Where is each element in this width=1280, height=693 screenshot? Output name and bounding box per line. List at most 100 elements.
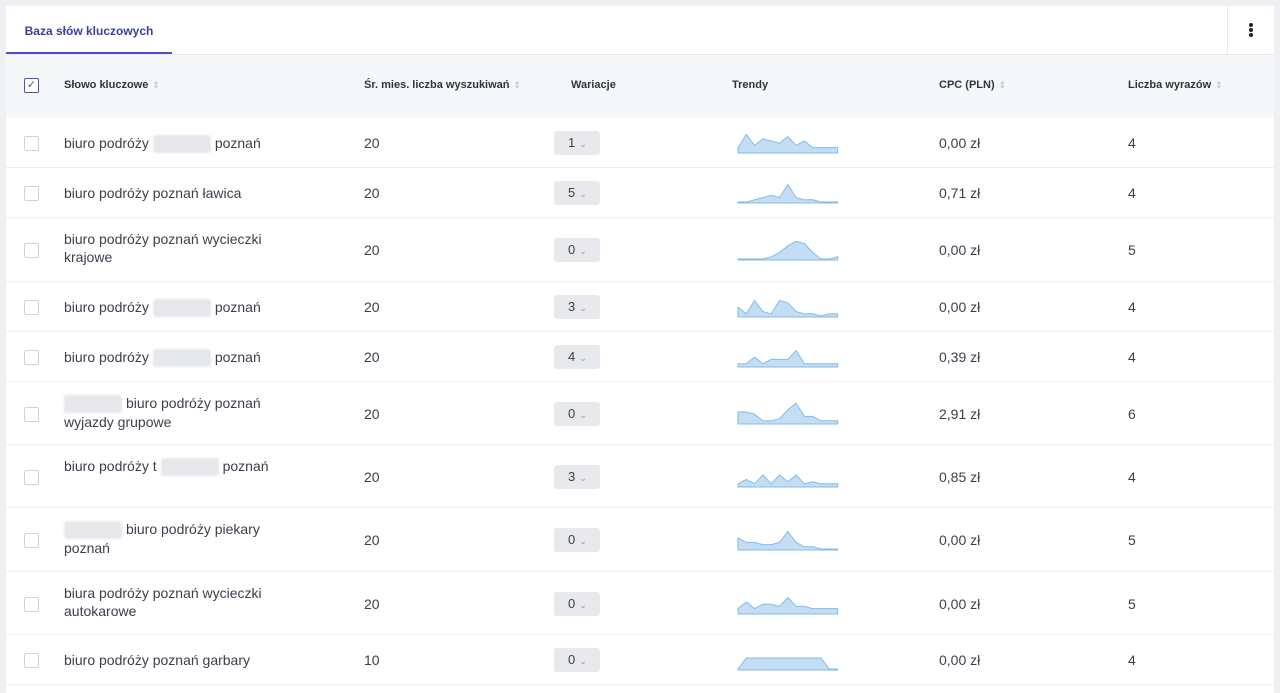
redacted: [64, 395, 122, 414]
cpc: 0,71 zł: [939, 185, 981, 201]
tab-bar: Baza słów kluczowych: [6, 6, 1274, 55]
keyword-text: biuro podróży: [64, 349, 149, 365]
keyword-text: biuro podróży t: [64, 458, 157, 474]
word-count: 4: [1128, 299, 1136, 315]
variations-count: 3: [568, 468, 576, 484]
chevron: ⌄: [579, 353, 587, 363]
trend-sparkline: [737, 240, 839, 261]
keyword-cell: biuro podróży poznań: [64, 348, 304, 368]
column-header[interactable]: Liczba wyrazów ⇕: [1128, 79, 1223, 91]
keyword-text: poznań: [222, 458, 269, 474]
select-all-checkbox[interactable]: ✓: [24, 78, 39, 93]
redacted: [152, 135, 211, 154]
variations-count: 0: [568, 595, 576, 611]
table-row: biuro podróży poznań 20 1 ⌄ 0,00 zł 4: [6, 118, 1274, 168]
searches: 20: [364, 349, 380, 365]
table-row: biuro podróży t poznań 20 3 ⌄ 0,85 zł 4: [6, 445, 1274, 508]
row-checkbox[interactable]: [24, 186, 39, 201]
table-row: biuro podróży poznań wycieczki krajowe 20…: [6, 218, 1274, 282]
row-checkbox[interactable]: [24, 243, 39, 258]
word-count: 4: [1128, 185, 1136, 201]
tab[interactable]: Baza słów kluczowych: [6, 6, 172, 54]
sort-icon: ⇕: [152, 80, 160, 90]
column-header: Trendy: [732, 79, 768, 91]
keyword-text: biuro podróży poznań wycieczki krajowe: [64, 231, 262, 265]
keyword-text: biura podróży poznań wycieczki autokarow…: [64, 585, 262, 619]
trend-sparkline: [737, 657, 839, 671]
column-header-label: Słowo kluczowe: [64, 79, 149, 91]
row-checkbox[interactable]: [24, 596, 39, 612]
keyword-text: poznań: [214, 349, 261, 365]
variations-count: 0: [568, 242, 576, 257]
sort-icon: ⇕: [1215, 80, 1223, 90]
sparkline-area: [737, 183, 839, 204]
variations-dropdown[interactable]: 0 ⌄: [554, 401, 600, 426]
trend-sparkline: [737, 401, 839, 424]
variations-dropdown[interactable]: 0 ⌄: [554, 528, 600, 552]
table-row: biuro podróży poznań 20 3 ⌄ 0,00 zł 4: [6, 282, 1274, 332]
row-checkbox[interactable]: [24, 350, 39, 365]
column-header: Wariacje: [571, 79, 616, 91]
sparkline-area: [737, 401, 839, 424]
row-checkbox[interactable]: [24, 653, 39, 668]
redacted: [152, 299, 211, 318]
searches: 10: [364, 652, 380, 668]
cpc: 2,91 zł: [939, 405, 981, 422]
column-header-label: Trendy: [732, 79, 769, 91]
sparkline-area: [737, 299, 839, 318]
variations-dropdown[interactable]: 3 ⌄: [554, 464, 600, 489]
cpc: 0,00 zł: [939, 135, 981, 151]
searches: 20: [364, 405, 380, 422]
column-header-label: Liczba wyrazów: [1128, 79, 1212, 91]
row-checkbox[interactable]: [24, 136, 39, 151]
row-checkbox[interactable]: [24, 300, 39, 315]
keyword-text: poznań: [214, 299, 261, 315]
variations-dropdown[interactable]: 0 ⌄: [554, 591, 600, 616]
trend-sparkline: [737, 133, 839, 154]
keyword-cell: biuro podróży poznań wycieczki krajowe: [64, 230, 304, 266]
word-count: 4: [1128, 135, 1136, 151]
sort-icon: ⇕: [998, 80, 1007, 90]
variations-dropdown[interactable]: 0 ⌄: [554, 648, 600, 672]
cpc: 0,00 zł: [939, 299, 981, 315]
menu-button[interactable]: [1227, 6, 1274, 54]
sparkline-area: [737, 240, 839, 261]
variations-dropdown[interactable]: 1 ⌄: [554, 131, 600, 155]
column-header[interactable]: CPC (PLN) ⇕: [939, 79, 1006, 91]
variations-count: 4: [568, 349, 576, 364]
word-count: 5: [1128, 242, 1136, 258]
variations-count: 0: [568, 652, 576, 667]
column-header-label: Śr. mies. liczba wyszukiwań: [364, 79, 510, 91]
variations-dropdown[interactable]: 4 ⌄: [554, 345, 600, 369]
variations-count: 5: [568, 185, 576, 200]
row-checkbox[interactable]: [24, 533, 39, 548]
trend-sparkline: [737, 473, 839, 487]
chevron: ⌄: [579, 409, 587, 420]
variations-dropdown[interactable]: 5 ⌄: [554, 181, 600, 205]
variations-dropdown[interactable]: 3 ⌄: [554, 295, 600, 319]
row-checkbox[interactable]: [24, 406, 39, 422]
searches: 20: [364, 532, 380, 548]
sparkline-area: [737, 657, 839, 671]
row-checkbox[interactable]: [24, 469, 39, 485]
column-header[interactable]: Słowo kluczowe ⇕: [64, 79, 160, 91]
column-header-label: Wariacje: [571, 79, 616, 91]
chevron: ⌄: [579, 189, 587, 199]
keyword-cell: biuro podróży t poznań: [64, 457, 304, 477]
variations-count: 0: [568, 532, 576, 547]
chevron: ⌄: [579, 599, 587, 610]
trend-sparkline: [737, 299, 839, 318]
chevron: ⌄: [579, 139, 587, 149]
keyword-text: biuro podróży: [64, 299, 149, 315]
word-count: 5: [1128, 532, 1136, 548]
cpc: 0,00 zł: [939, 242, 981, 258]
redacted: [160, 458, 219, 477]
trend-sparkline: [737, 183, 839, 204]
sparkline-area: [737, 530, 839, 551]
cpc: 0,00 zł: [939, 595, 981, 612]
variations-dropdown[interactable]: 0 ⌄: [554, 238, 600, 262]
app: Baza słów kluczowych ✓ Słowo kluczowe ⇕ Śr…: [6, 6, 1274, 693]
sparkline-area: [737, 349, 839, 368]
chevron: ⌄: [579, 536, 587, 546]
column-header[interactable]: Śr. mies. liczba wyszukiwań ⇕: [364, 79, 521, 91]
